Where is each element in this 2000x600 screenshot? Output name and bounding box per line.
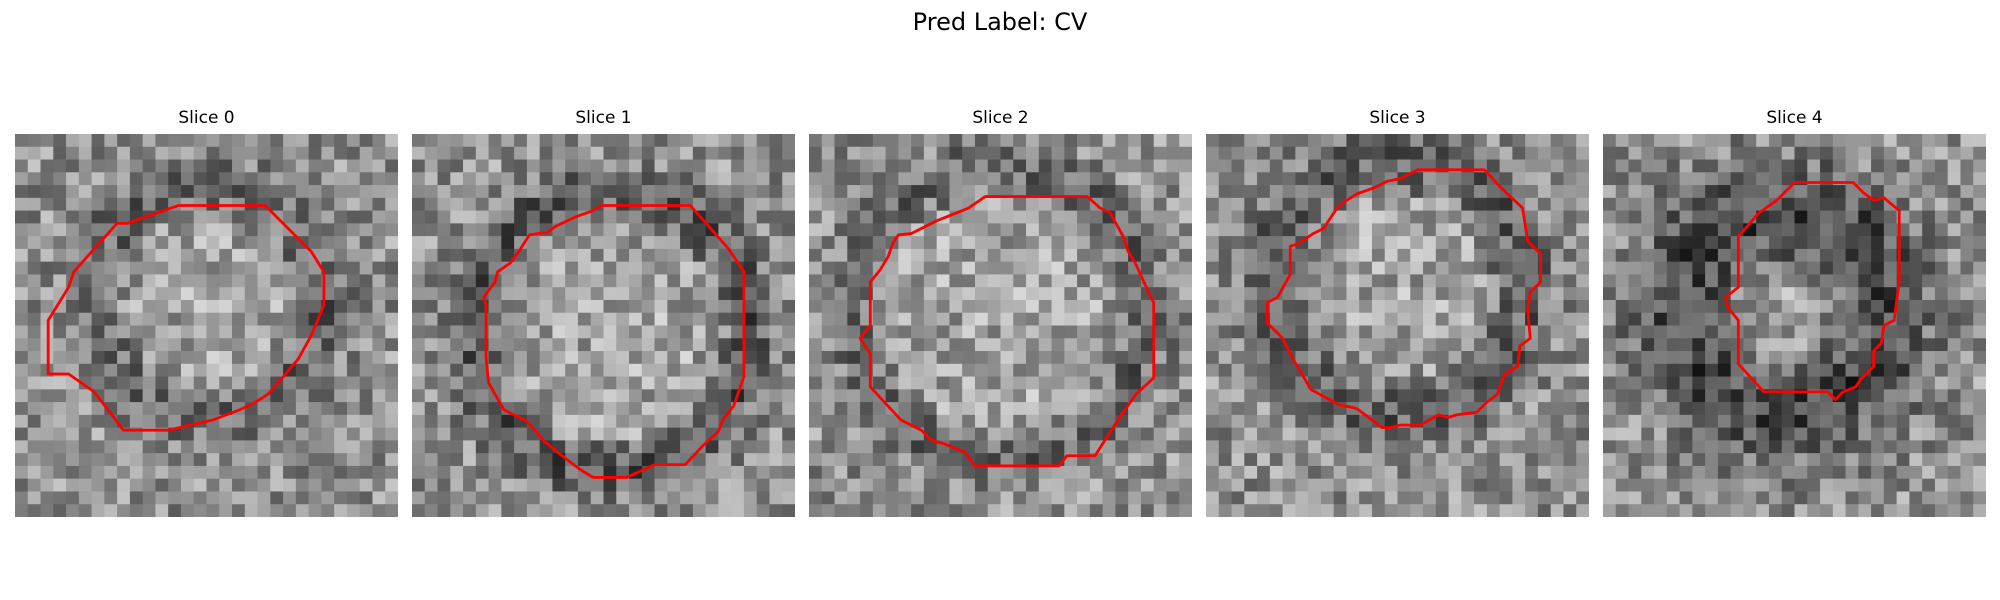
slice-image-2 (809, 134, 1192, 517)
slice-1-grayscale-patch (412, 134, 795, 517)
slice-image-4 (1603, 134, 1986, 517)
slice-panel-0: Slice 0 (15, 108, 398, 517)
segmentation-contour-4 (1724, 181, 1901, 401)
slice-panel-1: Slice 1 (412, 108, 795, 517)
slice-image-1 (412, 134, 795, 517)
slice-image-3 (1206, 134, 1589, 517)
slice-title-0: Slice 0 (178, 108, 235, 128)
slice-2-grayscale-patch (809, 134, 1192, 517)
segmentation-contour-3 (1265, 168, 1542, 430)
segmentation-contour-0 (46, 204, 326, 432)
segmentation-contour-2 (858, 195, 1156, 468)
slice-title-1: Slice 1 (575, 108, 632, 128)
slice-panel-2: Slice 2 (809, 108, 1192, 517)
slice-0-grayscale-patch (15, 134, 398, 517)
segmentation-contour-1 (482, 204, 746, 479)
slice-4-grayscale-patch (1603, 134, 1986, 517)
slice-panel-4: Slice 4 (1603, 108, 1986, 517)
slice-image-0 (15, 134, 398, 517)
slice-title-2: Slice 2 (972, 108, 1029, 128)
slice-3-grayscale-patch (1206, 134, 1589, 517)
figure-title: Pred Label: CV (912, 8, 1088, 36)
slice-title-4: Slice 4 (1766, 108, 1823, 128)
slice-panel-3: Slice 3 (1206, 108, 1589, 517)
slice-title-3: Slice 3 (1369, 108, 1426, 128)
